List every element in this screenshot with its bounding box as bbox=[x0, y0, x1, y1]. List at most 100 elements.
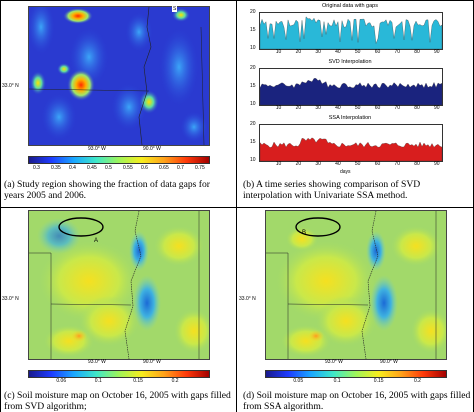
divider-middle bbox=[0, 207, 474, 208]
x-tick-label: 80 bbox=[414, 161, 420, 167]
x-tick-label: 50 bbox=[354, 49, 361, 55]
colorbar-tick: 0.65 bbox=[159, 165, 169, 171]
colorbar-tick: 0.05 bbox=[293, 378, 304, 384]
x-tick-label: 20 bbox=[295, 105, 302, 111]
divider-center bbox=[236, 0, 237, 412]
region-label-b: B bbox=[302, 230, 307, 236]
panel-b: Original data with gaps 20 15 10 10 20 30 40 50 6… bbox=[237, 0, 473, 207]
lon-label-2: 90.0° W bbox=[143, 146, 161, 152]
plot-area bbox=[259, 124, 443, 162]
colorbar-tick: 0.5 bbox=[105, 165, 112, 171]
gap-fraction-map bbox=[28, 6, 210, 146]
colorbar-tick: 0.45 bbox=[87, 165, 97, 171]
x-tick-label: 60 bbox=[374, 161, 381, 167]
lon-label-2: 90.0° W bbox=[143, 359, 161, 365]
colorbar bbox=[265, 370, 447, 378]
caption-c: (c) Soil moisture map on October 16, 200… bbox=[4, 390, 231, 412]
x-tick-label: 80 bbox=[414, 49, 420, 55]
colorbar-tick: 0.2 bbox=[171, 378, 179, 384]
y-tick-label: 10 bbox=[250, 45, 256, 51]
x-tick-label: 80 bbox=[414, 105, 420, 111]
y-tick-label: 15 bbox=[250, 139, 256, 145]
lon-label-1: 93.0° W bbox=[88, 146, 106, 152]
plot-title: Original data with gaps bbox=[322, 3, 378, 9]
series-area bbox=[260, 137, 442, 161]
x-tick-label: 30 bbox=[315, 49, 321, 55]
lon-label-1: 93.0° W bbox=[325, 359, 343, 365]
lat-label: 33.0° N bbox=[239, 296, 256, 302]
region-label-a: A bbox=[94, 238, 99, 244]
x-tick-label: 10 bbox=[275, 161, 282, 167]
panel-a: 33.0° N 93.0° W 90.0° W 0.3 0.35 0.4 0.45 0.… bbox=[0, 0, 236, 207]
x-tick-label: 30 bbox=[315, 105, 321, 111]
series-area bbox=[260, 78, 442, 105]
x-tick-label: 90 bbox=[434, 161, 440, 167]
lon-label-1: 93.0° W bbox=[88, 359, 106, 365]
compass-mark: S bbox=[172, 6, 178, 12]
x-tick-label: 60 bbox=[374, 49, 381, 55]
x-tick-label: 70 bbox=[394, 105, 401, 111]
x-tick-label: 70 bbox=[394, 49, 401, 55]
plot-area bbox=[259, 68, 443, 106]
colorbar-tick: 0.3 bbox=[33, 165, 40, 171]
x-tick-label: 50 bbox=[354, 105, 361, 111]
panel-c: A 33.0° N 93.0° W 90.0° W 0.06 0.1 0.15 0.2… bbox=[0, 208, 236, 412]
series-fill bbox=[260, 137, 442, 161]
colorbar bbox=[28, 370, 210, 378]
colorbar-tick: 0.1 bbox=[333, 378, 341, 384]
x-tick-label: 60 bbox=[374, 105, 381, 111]
colorbar-tick: 0.6 bbox=[141, 165, 148, 171]
plot-title: SSA Interpolation bbox=[328, 115, 372, 121]
x-tick-label: 10 bbox=[275, 49, 282, 55]
soil-moisture-map-ssa bbox=[265, 210, 447, 360]
lat-label: 33.0° N bbox=[2, 296, 19, 302]
x-tick-label: 40 bbox=[335, 161, 341, 167]
y-tick-label: 20 bbox=[250, 9, 256, 15]
divider-top bbox=[0, 0, 474, 1]
x-tick-label: 20 bbox=[295, 49, 302, 55]
lon-label-2: 90.0° W bbox=[380, 359, 398, 365]
colorbar-ticks: 0.3 0.35 0.4 0.45 0.5 0.55 0.6 0.65 0.7 0.75 bbox=[28, 165, 208, 173]
x-tick-label: 10 bbox=[275, 105, 282, 111]
y-tick-label: 20 bbox=[250, 65, 256, 71]
x-tick-label: 90 bbox=[434, 105, 440, 111]
colorbar-tick: 0.55 bbox=[123, 165, 133, 171]
colorbar-ticks: 0.06 0.1 0.15 0.2 bbox=[28, 378, 208, 386]
series-fill bbox=[260, 78, 442, 105]
x-tick-label: 70 bbox=[394, 161, 401, 167]
plot-area bbox=[259, 12, 443, 50]
colorbar-tick: 0.15 bbox=[133, 378, 143, 384]
caption-b: (b) A time series showing comparison of … bbox=[243, 179, 421, 201]
y-tick-label: 15 bbox=[250, 27, 256, 33]
series-fill bbox=[260, 16, 442, 49]
x-tick-label: 50 bbox=[354, 161, 361, 167]
colorbar-tick: 0.35 bbox=[51, 165, 61, 171]
divider-left bbox=[0, 0, 1, 412]
colorbar-tick: 0.06 bbox=[56, 378, 67, 384]
time-series-plots: Original data with gaps 20 15 10 10 20 30 40 50 6… bbox=[237, 0, 473, 175]
y-tick-label: 15 bbox=[250, 83, 256, 89]
caption-d: (d) Soil moisture map on October 16, 200… bbox=[243, 390, 471, 412]
plot-title: SVD Interpolation bbox=[328, 59, 372, 65]
caption-a: (a) Study region showing the fraction of… bbox=[4, 179, 210, 201]
soil-moisture-map-svd bbox=[28, 210, 210, 360]
y-tick-label: 10 bbox=[250, 157, 256, 163]
y-tick-label: 10 bbox=[250, 101, 256, 107]
y-tick-label: 20 bbox=[250, 121, 256, 127]
x-tick-label: 40 bbox=[335, 49, 341, 55]
colorbar-tick: 0.2 bbox=[414, 378, 421, 384]
x-tick-label: 40 bbox=[335, 105, 341, 111]
x-tick-label: 90 bbox=[434, 49, 440, 55]
panel-d: B 33.0° N 93.0° W 90.0° W 0.05 0.1 0.15 0.2… bbox=[237, 208, 473, 412]
colorbar-tick: 0.15 bbox=[373, 378, 384, 384]
lat-label: 33.0° N bbox=[2, 83, 19, 89]
colorbar bbox=[28, 156, 210, 164]
series-area bbox=[260, 16, 442, 49]
colorbar-ticks: 0.05 0.1 0.15 0.2 bbox=[265, 378, 445, 386]
x-tick-label: 20 bbox=[295, 161, 302, 167]
colorbar-tick: 0.7 bbox=[177, 165, 184, 171]
x-tick-label: 30 bbox=[315, 161, 321, 167]
colorbar-tick: 0.4 bbox=[69, 165, 76, 171]
x-axis-label: days bbox=[340, 169, 351, 175]
colorbar-tick: 0.1 bbox=[94, 378, 102, 384]
